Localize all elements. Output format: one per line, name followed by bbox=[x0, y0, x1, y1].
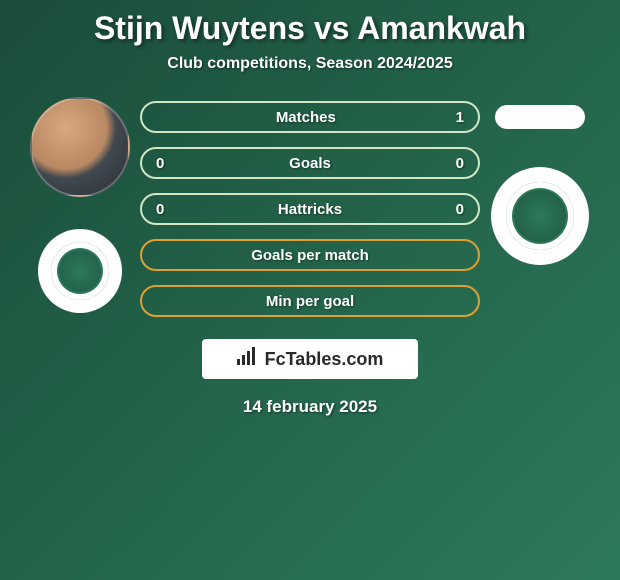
stat-row: 0 Goals 0 bbox=[140, 147, 480, 179]
right-player-col bbox=[490, 101, 590, 265]
stat-row: Min per goal bbox=[140, 285, 480, 317]
brand-text: FcTables.com bbox=[265, 349, 384, 370]
right-player-avatar bbox=[495, 105, 585, 129]
stats-list: Matches 1 0 Goals 0 0 Hattricks 0 Goals … bbox=[140, 101, 480, 317]
right-club-logo bbox=[491, 167, 589, 265]
stat-label: Matches bbox=[156, 109, 456, 126]
left-player-avatar bbox=[30, 97, 130, 197]
page-title: Stijn Wuytens vs Amankwah bbox=[0, 10, 620, 47]
stat-label: Hattricks bbox=[164, 201, 455, 218]
stat-left-value: 0 bbox=[156, 201, 164, 218]
stat-right-value: 1 bbox=[456, 109, 464, 126]
date-text: 14 february 2025 bbox=[0, 397, 620, 417]
stat-label: Goals per match bbox=[156, 247, 464, 264]
stat-right-value: 0 bbox=[456, 155, 464, 172]
comparison-panel: Matches 1 0 Goals 0 0 Hattricks 0 Goals … bbox=[0, 101, 620, 317]
stat-row: 0 Hattricks 0 bbox=[140, 193, 480, 225]
stat-left-value: 0 bbox=[156, 155, 164, 172]
stat-right-value: 0 bbox=[456, 201, 464, 218]
subtitle: Club competitions, Season 2024/2025 bbox=[0, 55, 620, 73]
stat-row: Matches 1 bbox=[140, 101, 480, 133]
brand-badge: FcTables.com bbox=[202, 339, 418, 379]
stat-row: Goals per match bbox=[140, 239, 480, 271]
left-club-logo bbox=[38, 229, 122, 313]
stat-label: Min per goal bbox=[156, 293, 464, 310]
stat-label: Goals bbox=[164, 155, 455, 172]
bar-chart-icon bbox=[237, 347, 259, 371]
left-player-col bbox=[30, 101, 130, 313]
